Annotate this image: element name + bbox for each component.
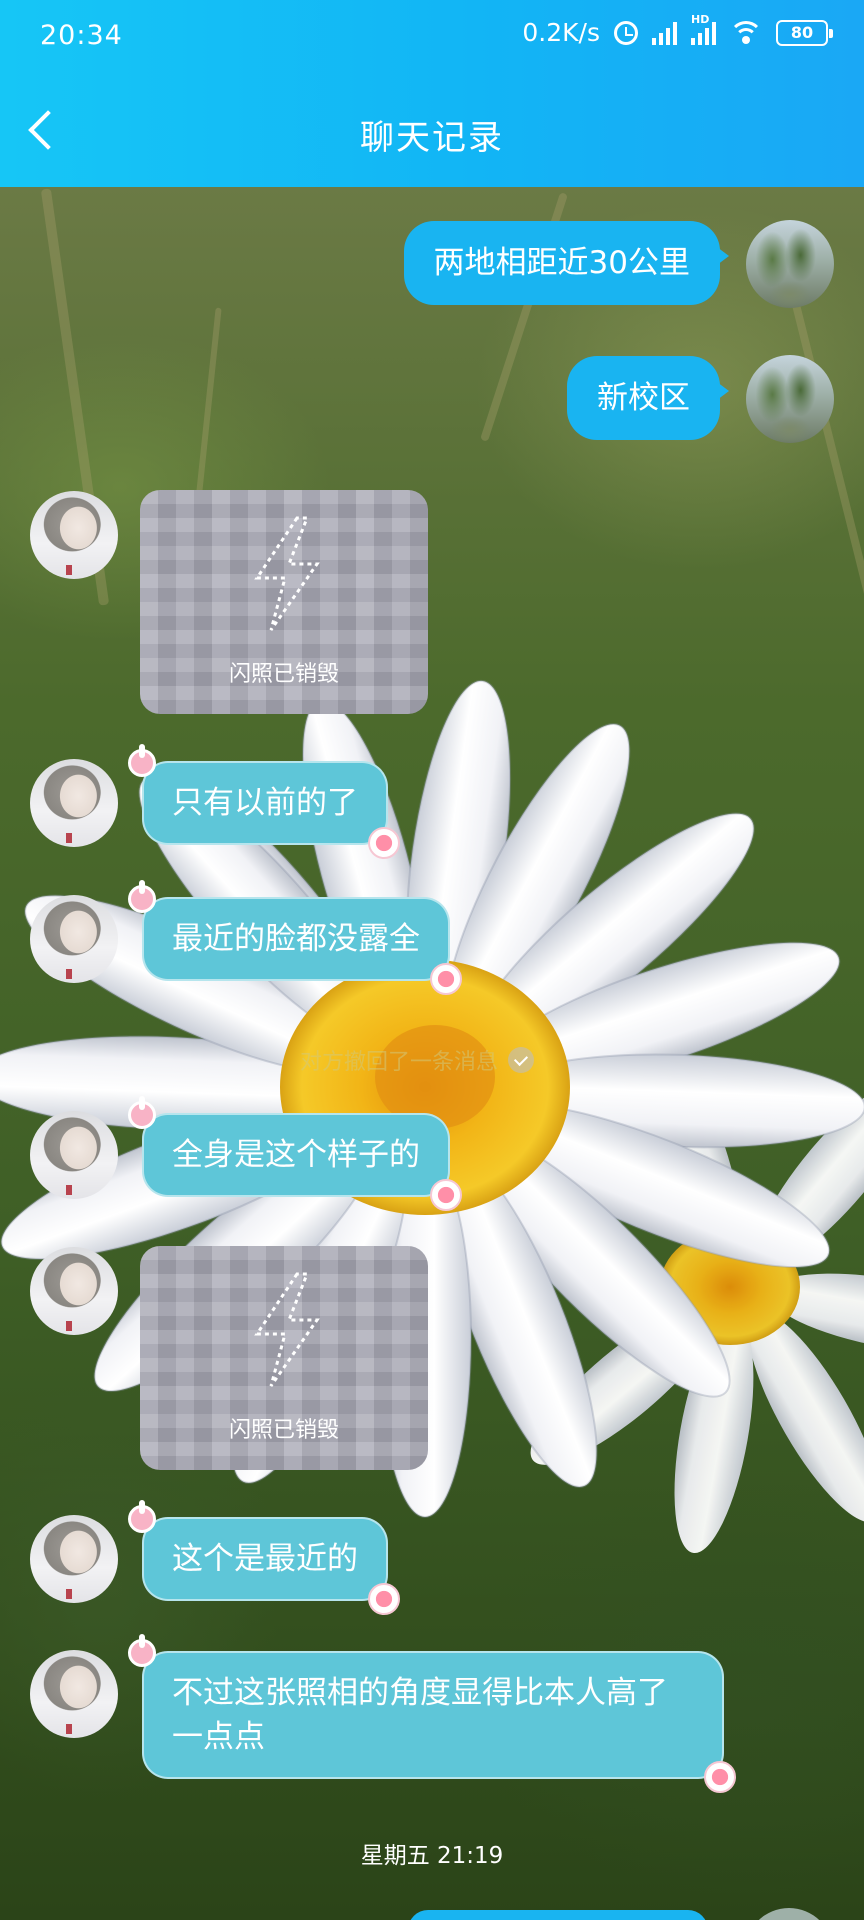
contact-avatar[interactable] [30,491,118,579]
battery-icon: 80 [776,19,833,46]
signal-icon [652,21,677,45]
bubble-decoration-icon [128,1500,156,1533]
recall-notice: 对方撤回了一条消息 [300,1044,535,1076]
flash-photo-destroyed[interactable]: 闪照已销毁 [140,490,428,714]
message-bubble-incoming[interactable]: 这个是最近的 [128,1500,400,1615]
bubble-decoration-icon [368,827,400,859]
contact-avatar[interactable] [30,1247,118,1335]
bubble-decoration-icon [368,1583,400,1615]
message-text: 只有以前的了 [172,785,358,821]
contact-avatar[interactable] [30,759,118,847]
page-title: 聊天记录 [360,118,504,158]
bubble-decoration-icon [430,963,462,995]
bubble-decoration-icon [128,744,156,777]
bubble-decoration-icon [128,880,156,913]
message-text: 最近的脸都没露全 [172,921,420,957]
message-bubble-incoming[interactable]: 最近的脸都没露全 [128,880,462,995]
chat-log[interactable]: 两地相距近30公里 新校区 闪照已销毁 只有以前的了 最近的脸都没露全 对方撤回… [0,187,864,1920]
network-speed: 0.2K/s [522,18,600,47]
contact-avatar[interactable] [30,895,118,983]
message-text: 这个是最近的 [172,1541,358,1577]
status-time: 20:34 [40,20,123,51]
bubble-decoration-icon [128,1634,156,1667]
bubble-decoration-icon [128,1096,156,1129]
message-bubble-incoming[interactable]: 全身是这个样子的 [128,1096,462,1211]
message-text: 全身是这个样子的 [172,1137,420,1173]
flash-bolt-icon [254,516,320,631]
flash-photo-destroyed[interactable]: 闪照已销毁 [140,1246,428,1470]
flash-photo-label: 闪照已销毁 [228,1418,339,1443]
status-icons: 0.2K/s 80 [522,13,833,47]
message-bubble-outgoing[interactable]: 两地相距近30公里 [403,221,730,305]
check-icon [508,1047,535,1073]
message-text: 不过这张照相的角度显得比本人高了一点点 [172,1675,668,1755]
date-divider: 星期五 21:19 [360,1843,504,1869]
message-bubble-outgoing[interactable]: 新校区 [567,356,729,440]
bubble-decoration-icon [430,1179,462,1211]
message-bubble-incoming[interactable]: 只有以前的了 [128,744,400,859]
wifi-icon [730,20,762,45]
hd-signal-icon [691,13,716,45]
my-avatar[interactable] [746,355,834,443]
contact-avatar[interactable] [30,1515,118,1603]
contact-avatar[interactable] [30,1650,118,1738]
my-avatar[interactable] [746,220,834,308]
alarm-icon [614,20,638,45]
bubble-decoration-icon [704,1761,736,1793]
contact-avatar[interactable] [30,1111,118,1199]
flash-bolt-icon [254,1272,320,1387]
message-bubble-outgoing-partial[interactable] [408,1910,708,1920]
top-bar: 20:34 0.2K/s 80 聊天记录 [0,0,864,187]
flash-photo-label: 闪照已销毁 [228,662,339,687]
recall-notice-text: 对方撤回了一条消息 [300,1050,499,1075]
message-bubble-incoming[interactable]: 不过这张照相的角度显得比本人高了一点点 [128,1634,736,1793]
